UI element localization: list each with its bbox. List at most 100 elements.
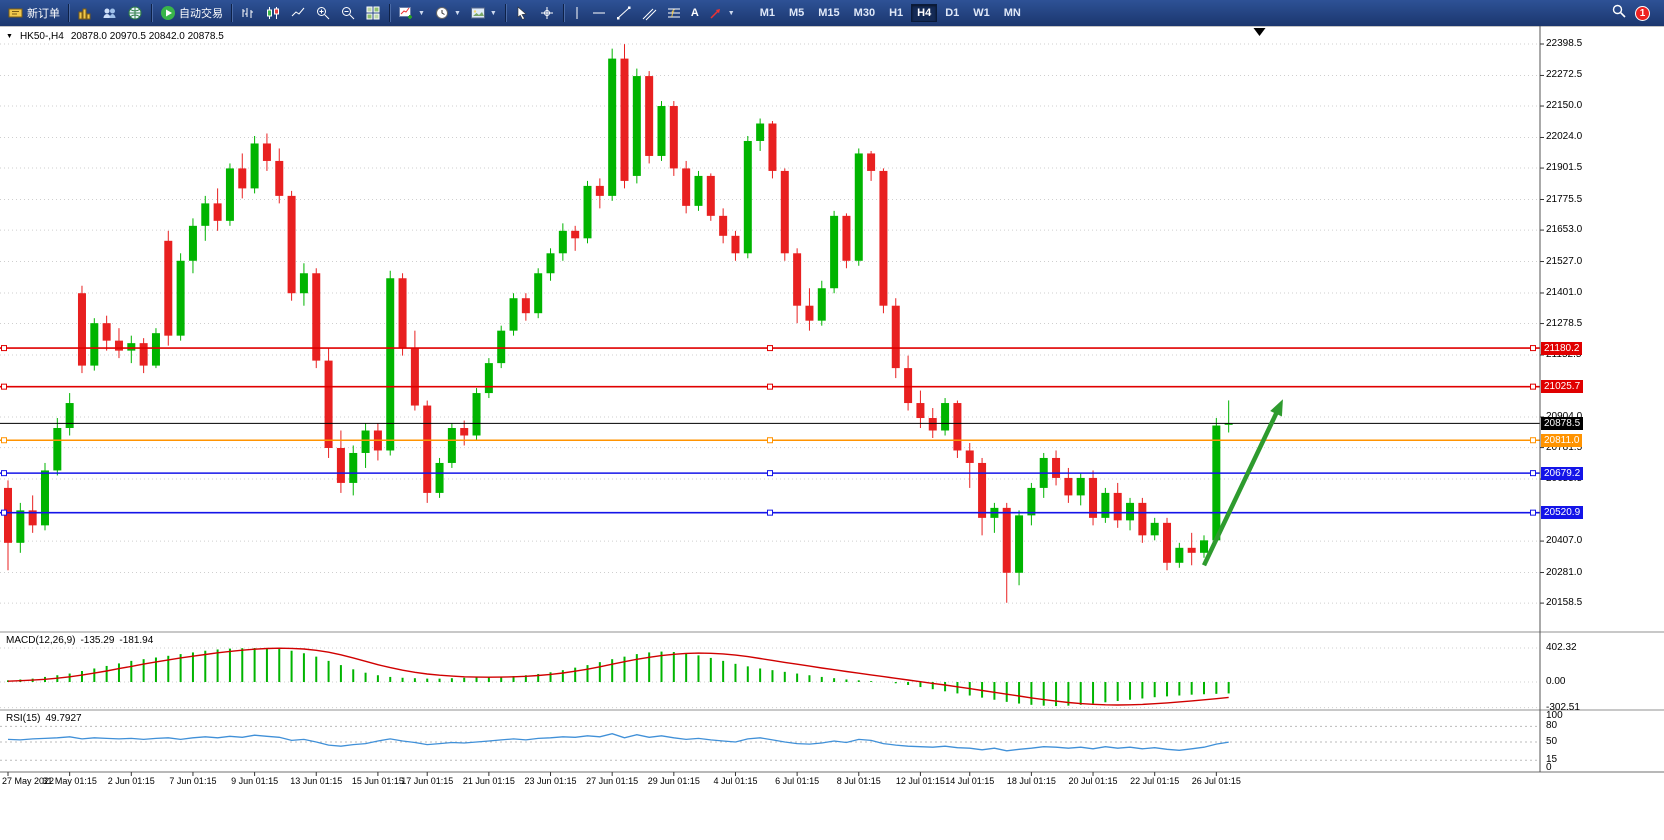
candle <box>435 462 444 493</box>
line-handle[interactable] <box>1 437 7 444</box>
line-handle[interactable] <box>767 470 773 477</box>
price-axis-label: 22024.0 <box>1546 131 1583 143</box>
toolbar-separator <box>389 4 390 22</box>
line-handle[interactable] <box>1 383 7 390</box>
zoom-out-button[interactable] <box>336 2 360 24</box>
fibonacci-tool-button[interactable]: f <box>662 2 686 24</box>
candle <box>534 273 543 314</box>
line-handle[interactable] <box>1 509 7 516</box>
time-axis-label: 27 May 2022 <box>2 776 55 786</box>
macd-histogram <box>7 648 1230 707</box>
macd-main-value: -135.29 <box>80 635 115 646</box>
template-button[interactable]: ▼ <box>466 2 501 24</box>
candle <box>916 403 925 419</box>
image-icon <box>470 5 486 21</box>
trendline-tool-button[interactable] <box>612 2 636 24</box>
line-handle[interactable] <box>1 345 7 352</box>
accounts-button[interactable] <box>98 2 122 24</box>
price-axis-label: 21653.0 <box>1546 224 1583 236</box>
tile-windows-button[interactable] <box>361 2 385 24</box>
line-handle[interactable] <box>767 509 773 516</box>
time-axis-label: 27 Jun 01:15 <box>586 776 639 786</box>
horizontal-line-tool-button[interactable] <box>587 2 611 24</box>
candle <box>238 168 247 189</box>
vertical-line-tool-button[interactable] <box>568 2 586 24</box>
charts-button[interactable] <box>73 2 97 24</box>
price-level-badge-21180.2: 21180.2 <box>1541 341 1583 355</box>
price-axis-label: 21527.0 <box>1546 255 1583 267</box>
time-axis-label: 17 Jun 01:15 <box>401 776 454 786</box>
line-handle[interactable] <box>1530 437 1536 444</box>
line-handle[interactable] <box>767 345 773 352</box>
timeframe-h1[interactable]: H1 <box>889 7 904 19</box>
line-handle[interactable] <box>1 470 7 477</box>
candle <box>201 203 210 226</box>
candle <box>904 368 913 404</box>
candle-chart-button[interactable] <box>261 2 285 24</box>
symbol-collapse-icon[interactable]: ▼ <box>6 32 13 40</box>
line-handle[interactable] <box>1530 509 1536 516</box>
macd-name: MACD(12,26,9) <box>6 635 76 646</box>
time-axis-label: 8 Jul 01:15 <box>836 776 881 786</box>
line-chart-button[interactable] <box>286 2 310 24</box>
candle <box>965 450 974 463</box>
new-chart-button[interactable]: ▼ <box>394 2 429 24</box>
chevron-down-icon: ▼ <box>453 9 461 17</box>
candle <box>90 323 99 366</box>
search-icon[interactable] <box>1611 3 1627 24</box>
price-axis-label: 21775.5 <box>1546 193 1583 205</box>
price-axis-label: 20281.0 <box>1546 566 1583 578</box>
rsi-indicator-label: RSI(15) 49.7927 <box>6 713 82 724</box>
candle <box>1089 477 1098 518</box>
line-handle[interactable] <box>767 383 773 390</box>
price-level-badge-20520.9: 20520.9 <box>1541 506 1584 520</box>
candle <box>645 76 654 156</box>
candle <box>139 343 148 366</box>
line-handle[interactable] <box>1530 470 1536 477</box>
timeframe-mn[interactable]: MN <box>1003 7 1021 19</box>
candle <box>1126 502 1135 521</box>
timeframe-m5[interactable]: M5 <box>788 7 805 19</box>
candle <box>1027 487 1036 516</box>
price-axis-label: 20158.5 <box>1546 597 1583 609</box>
crosshair-tool-button[interactable] <box>535 2 559 24</box>
candle <box>460 428 469 436</box>
timeframe-m30[interactable]: M30 <box>853 7 876 19</box>
timeframe-d1[interactable]: D1 <box>945 7 960 19</box>
arrows-tool-button[interactable]: ▼ <box>704 2 739 24</box>
line-handle[interactable] <box>767 437 773 444</box>
line-handle[interactable] <box>1530 345 1536 352</box>
rsi-axis-label: 50 <box>1546 736 1558 747</box>
rsi-value: 49.7927 <box>45 713 82 724</box>
cursor-tool-button[interactable] <box>510 2 534 24</box>
svg-text:f: f <box>671 9 675 20</box>
chart-shift-marker[interactable] <box>1253 28 1266 36</box>
zoom-out-icon <box>340 5 356 21</box>
candle <box>28 510 37 526</box>
rsi-axis-label: 0 <box>1546 762 1552 773</box>
web-terminal-button[interactable] <box>123 2 147 24</box>
timeframe-w1[interactable]: W1 <box>973 7 990 19</box>
text-tool-button[interactable]: A <box>687 2 703 24</box>
bar-chart-button[interactable] <box>236 2 260 24</box>
line-handle[interactable] <box>1530 383 1536 390</box>
trendline-icon <box>616 5 632 21</box>
zoom-in-button[interactable] <box>311 2 335 24</box>
new-order-button[interactable]: 新订单 <box>4 2 64 24</box>
trend-arrow[interactable] <box>1201 399 1283 567</box>
gold-bars-icon <box>77 5 93 21</box>
timeframe-m1[interactable]: M1 <box>759 7 775 19</box>
notification-badge[interactable]: 1 <box>1635 5 1650 21</box>
auto-trading-button[interactable]: 自动交易 <box>156 2 227 24</box>
zoom-in-icon <box>315 5 331 21</box>
channel-tool-button[interactable] <box>637 2 661 24</box>
time-axis-label: 15 Jun 01:15 <box>351 776 404 786</box>
timeframe-h4[interactable]: H4 <box>911 4 938 22</box>
macd-axis-label: 402.32 <box>1546 641 1577 653</box>
period-button[interactable]: ▼ <box>430 2 465 24</box>
candle <box>1052 457 1061 478</box>
candle <box>361 430 370 453</box>
level-lines[interactable] <box>0 345 1540 516</box>
timeframe-m15[interactable]: M15 <box>818 7 840 19</box>
